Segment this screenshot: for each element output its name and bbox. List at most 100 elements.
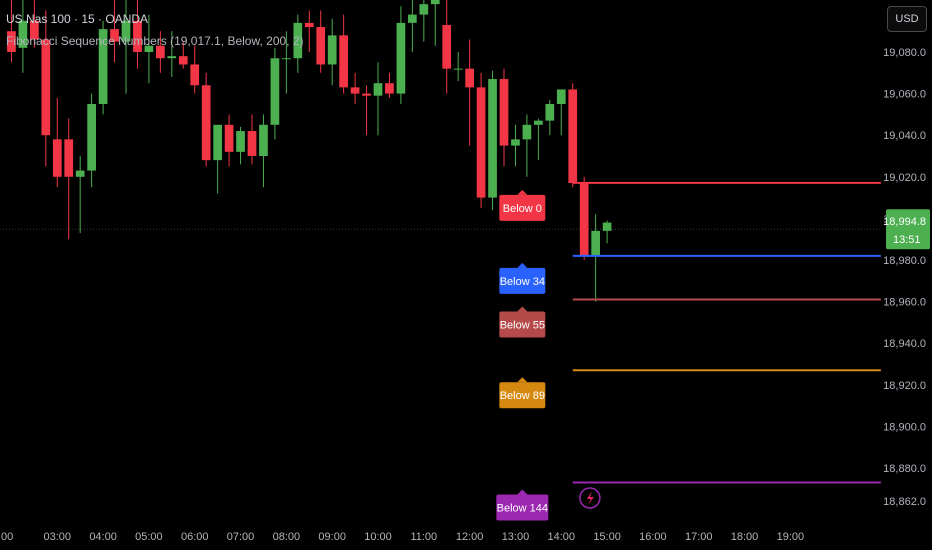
indicator-title[interactable]: Fibonacci Sequence Numbers (19,017.1, Be…: [6, 34, 304, 48]
candle: [30, 0, 39, 48]
candle-body: [419, 4, 429, 15]
candle-body: [30, 20, 39, 40]
candle-body: [545, 104, 555, 121]
candle-body: [488, 79, 497, 198]
alert-marker[interactable]: [579, 487, 601, 509]
candle-body: [87, 104, 96, 171]
candle-body: [304, 22, 314, 28]
candle-body: [7, 31, 16, 52]
x-tick-label: 18:00: [731, 531, 759, 543]
candles: [7, 0, 612, 302]
price-axis[interactable]: 19,080.019,060.019,040.019,020.019,000.0…: [883, 47, 926, 508]
candle-body: [75, 170, 85, 177]
y-tick-label: 18,880.0: [883, 463, 926, 475]
currency-button[interactable]: USD: [887, 6, 927, 32]
candle: [362, 85, 371, 136]
price-tag-box: [886, 209, 930, 250]
countdown-value: 13:51: [893, 234, 921, 246]
candle-body: [121, 20, 131, 42]
fib-level: Below 144: [496, 481, 881, 521]
fib-level: Below 55: [499, 298, 881, 338]
x-tick-label: 11:00: [410, 531, 437, 543]
candle: [339, 14, 348, 94]
candle: [167, 31, 177, 77]
candle: [511, 124, 520, 167]
candle: [64, 118, 74, 240]
candle: [144, 14, 154, 84]
candle-body: [18, 20, 28, 48]
fib-label-text: Below 0: [503, 203, 542, 215]
fib-label-text: Below 89: [500, 390, 545, 402]
candle: [224, 114, 234, 167]
candle-body: [568, 89, 578, 184]
last-price-value: 18,994.8: [883, 216, 926, 228]
y-tick-label: 19,040.0: [883, 130, 926, 142]
x-tick-label: 06:00: [181, 531, 209, 543]
candle: [178, 41, 188, 69]
symbol-title[interactable]: US Nas 100 · 15 · OANDA: [6, 12, 149, 26]
candle-body: [499, 79, 509, 146]
candle: [442, 0, 452, 94]
candle: [350, 72, 360, 104]
candle: [236, 126, 245, 165]
y-tick-label: 18,940.0: [883, 338, 926, 350]
lightning-icon: [579, 487, 601, 509]
candle: [522, 114, 532, 177]
candle: [488, 70, 497, 211]
candle: [110, 0, 119, 63]
candle: [75, 156, 85, 233]
x-tick-label: 19:00: [777, 531, 805, 543]
fib-label-pointer: [517, 377, 528, 383]
y-tick-label: 19,080.0: [883, 47, 926, 59]
y-tick-label: 19,020.0: [883, 172, 926, 184]
fib-label-box: [499, 382, 546, 409]
candle: [568, 83, 578, 188]
candle-body: [442, 24, 452, 69]
candle-body: [167, 56, 177, 59]
candle: [327, 18, 337, 86]
candle-body: [362, 93, 371, 96]
x-tick-label: 08:00: [273, 531, 301, 543]
candle-body: [133, 20, 142, 52]
lightning-bolt: [586, 491, 594, 505]
time-axis[interactable]: 00 03:00 04:00 05:00 06:00 07:00 08:00 09:00 10:…: [1, 531, 804, 543]
candle: [534, 118, 543, 161]
candle: [41, 10, 51, 167]
fib-label-pointer: [517, 189, 528, 195]
candle: [52, 97, 62, 188]
candle: [408, 0, 417, 52]
candle: [419, 0, 429, 42]
candle: [476, 72, 486, 208]
y-tick-label: 18,900.0: [883, 421, 926, 433]
candle: [396, 6, 406, 104]
y-tick-label: 18,960.0: [883, 297, 926, 309]
candle: [430, 0, 440, 46]
candle-body: [156, 45, 165, 59]
fib-level: Below 0: [499, 181, 881, 221]
candle-body: [213, 124, 222, 161]
y-tick-label: 18,862.0: [883, 496, 926, 508]
candle: [133, 0, 142, 69]
candle: [465, 39, 474, 146]
candle-body: [327, 35, 337, 65]
candle-body: [373, 83, 383, 96]
candle: [7, 0, 16, 63]
candle: [293, 14, 303, 73]
x-tick-label: 14:00: [548, 531, 576, 543]
x-tick-label: 17:00: [685, 531, 713, 543]
candle: [556, 89, 566, 136]
candle-body: [522, 124, 532, 140]
candle: [270, 47, 280, 140]
candle-body: [591, 230, 600, 256]
candle: [282, 31, 291, 94]
y-tick-label: 18,980.0: [883, 255, 926, 267]
candle: [602, 220, 612, 244]
x-tick-label: 04:00: [89, 531, 117, 543]
fib-levels: Below 0 Below 34 Below 55 Below 89 Below 144: [496, 181, 881, 521]
candle-body: [178, 56, 188, 65]
fib-label-pointer: [517, 262, 528, 268]
x-tick-label: 07:00: [227, 531, 255, 543]
candle: [98, 20, 108, 115]
x-tick-label: 12:00: [456, 531, 484, 543]
